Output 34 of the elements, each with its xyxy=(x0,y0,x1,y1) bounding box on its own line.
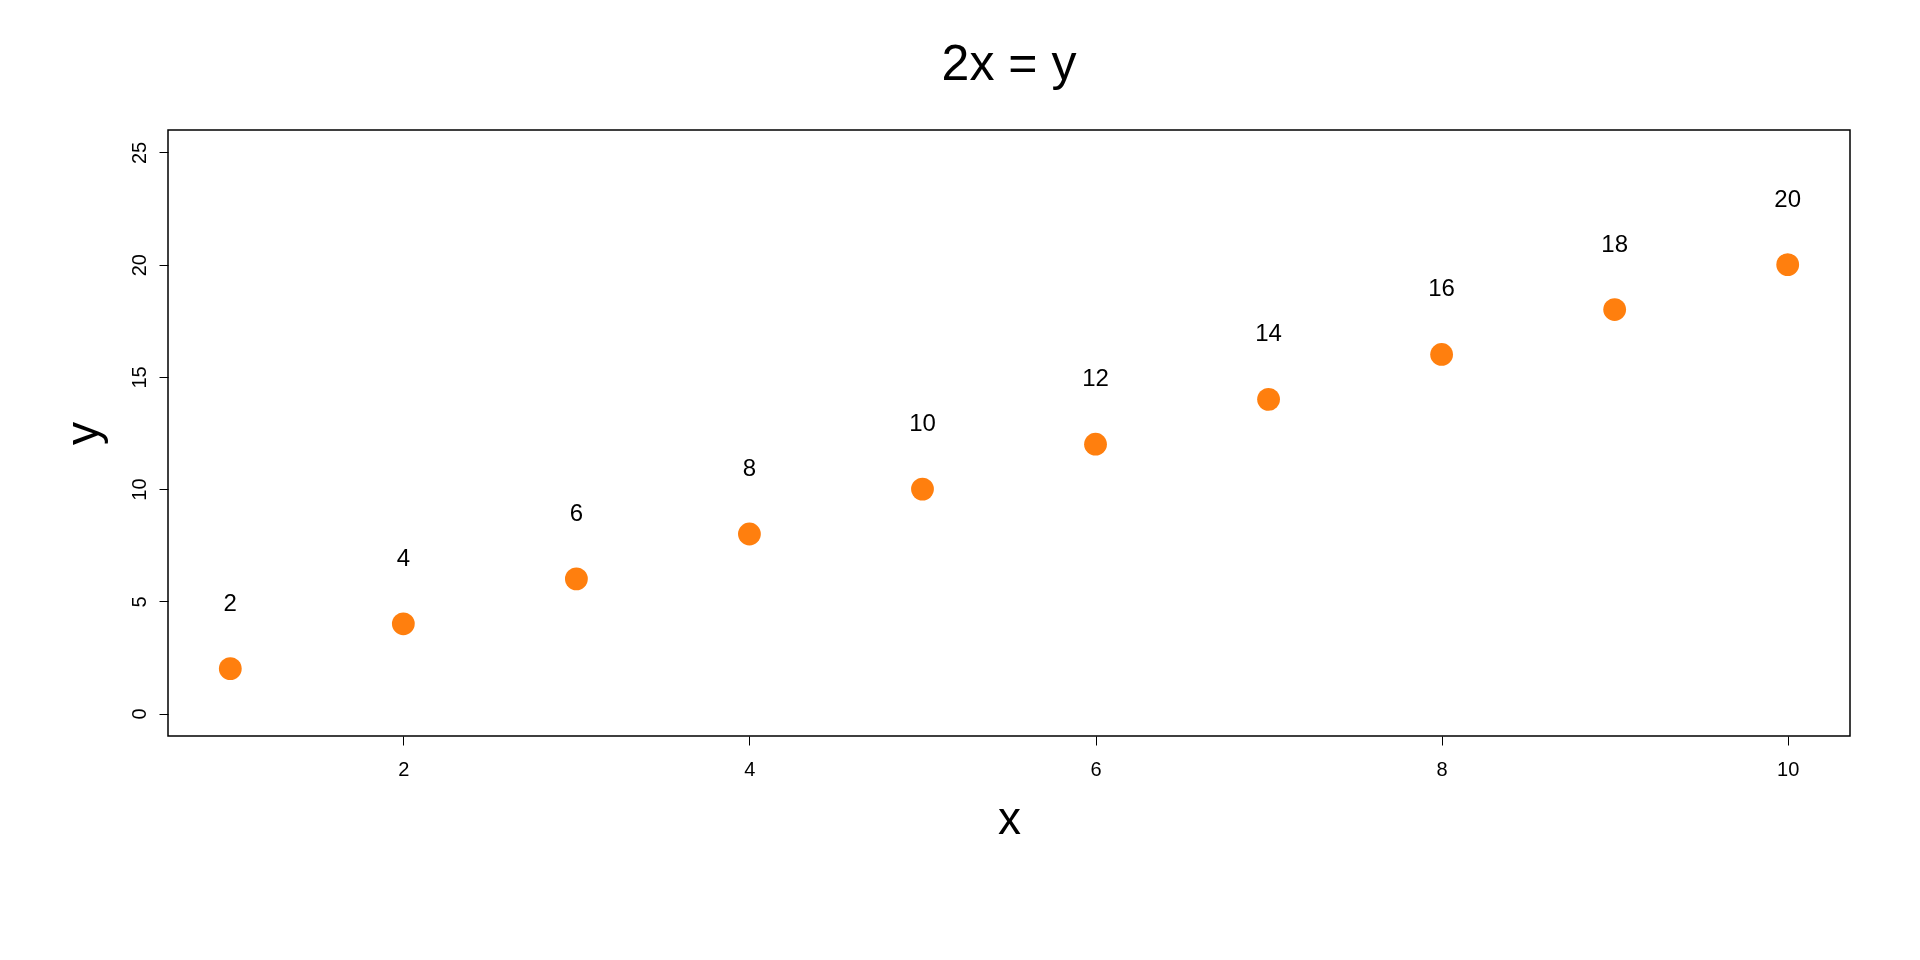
y-tick-label: 0 xyxy=(127,708,150,720)
point xyxy=(1776,253,1800,277)
data-label: 8 xyxy=(742,454,757,481)
x-axis-title: x xyxy=(998,791,1021,844)
data-label: 6 xyxy=(569,498,584,526)
point xyxy=(218,657,242,681)
point xyxy=(738,522,761,546)
y-tick-label: 5 xyxy=(127,596,150,608)
y-tick-label: 15 xyxy=(127,366,150,389)
x-tick-label: 6 xyxy=(1090,757,1102,780)
data-label: 16 xyxy=(1428,274,1455,302)
point xyxy=(391,612,415,636)
x-tick-label: 10 xyxy=(1777,757,1800,780)
data-label: 12 xyxy=(1082,364,1109,392)
data-label: 10 xyxy=(909,409,936,437)
x-tick-label: 4 xyxy=(744,757,756,780)
point xyxy=(1257,387,1280,411)
point xyxy=(1430,343,1454,366)
data-label: 18 xyxy=(1601,229,1629,257)
data-label: 20 xyxy=(1774,184,1802,212)
x-tick-label: 8 xyxy=(1436,757,1448,780)
data-label: 4 xyxy=(396,543,411,571)
chart-title: 2x = y xyxy=(941,35,1077,91)
x-tick-label: 2 xyxy=(398,757,410,780)
point xyxy=(564,567,588,591)
point xyxy=(1084,432,1107,456)
y-axis-title: y xyxy=(55,422,108,445)
point xyxy=(911,477,934,501)
y-tick-label: 20 xyxy=(127,254,150,277)
data-label: 2 xyxy=(223,588,237,616)
y-tick-label: 10 xyxy=(127,478,150,501)
point xyxy=(1603,298,1627,321)
data-label: 14 xyxy=(1255,319,1282,347)
y-tick-label: 25 xyxy=(127,141,150,165)
